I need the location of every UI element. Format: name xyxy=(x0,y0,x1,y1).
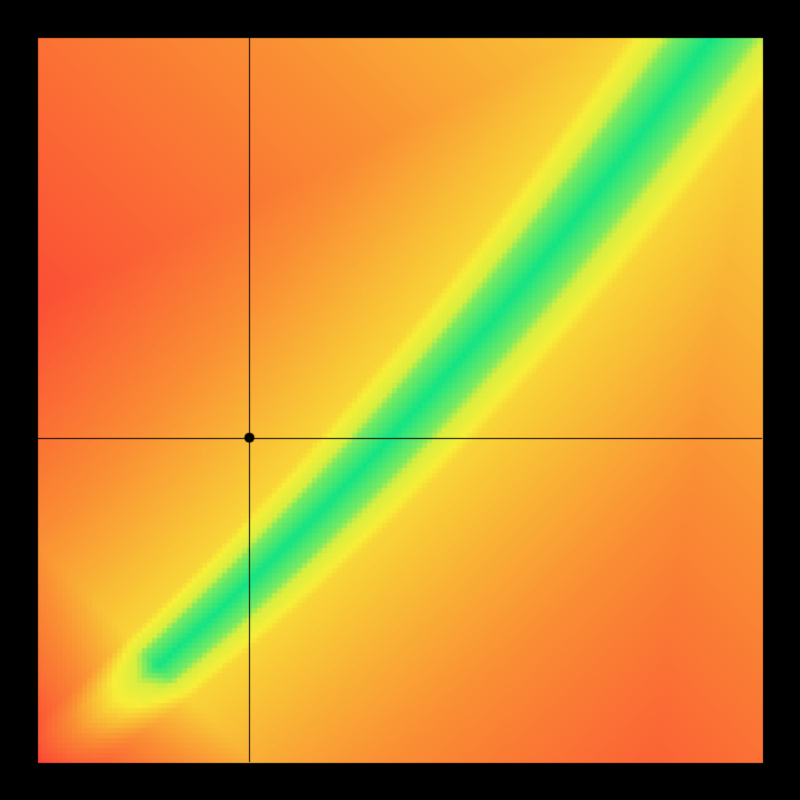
page-container: TheBottleneck.com xyxy=(0,0,800,800)
bottleneck-heatmap xyxy=(0,0,800,800)
